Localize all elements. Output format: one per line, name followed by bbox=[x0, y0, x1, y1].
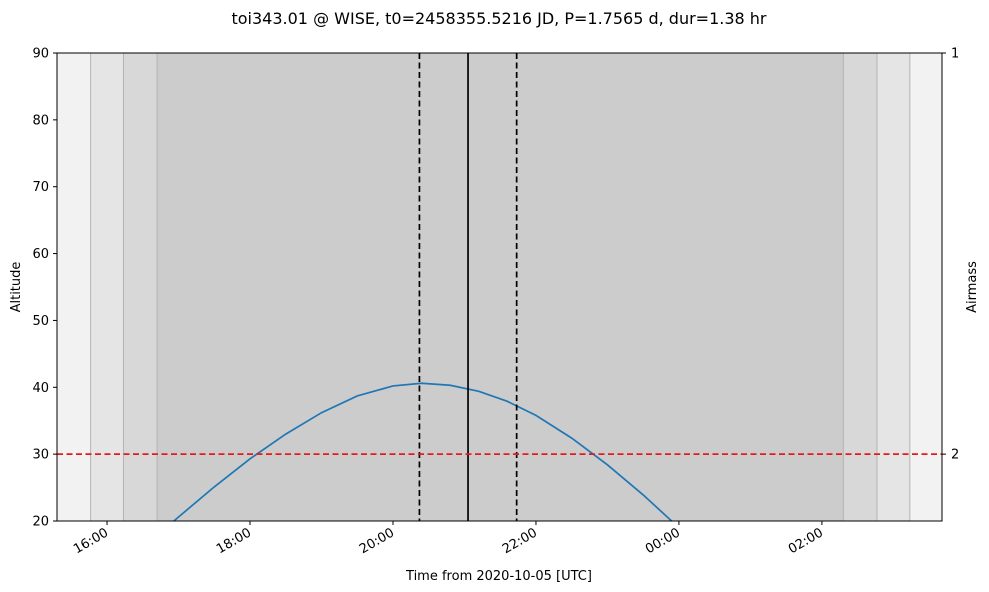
airmass-tick-label-2: 2 bbox=[951, 448, 959, 463]
y-tick-label-30: 30 bbox=[32, 448, 49, 463]
y-axis-label: Altitude bbox=[9, 262, 24, 313]
series-layer bbox=[172, 382, 673, 521]
twilight-band-3 bbox=[157, 53, 844, 521]
x-tick-label-24: 00:00 bbox=[643, 525, 683, 557]
twilight-band-6 bbox=[909, 53, 942, 521]
plot-frame bbox=[56, 52, 943, 522]
twilight-bands bbox=[57, 53, 942, 521]
twilight-band-5 bbox=[876, 53, 910, 521]
x-tick-label-16: 16:00 bbox=[71, 525, 111, 557]
y-tick-label-60: 60 bbox=[32, 247, 49, 262]
x-tick-label-20: 20:00 bbox=[357, 525, 397, 557]
y-tick-label-90: 90 bbox=[32, 47, 49, 62]
twilight-band-4 bbox=[843, 53, 877, 521]
x-axis-label: Time from 2020-10-05 [UTC] bbox=[405, 569, 592, 584]
airmass-axis-label: Airmass bbox=[965, 261, 980, 313]
twilight-band-0 bbox=[57, 53, 91, 521]
y-tick-label-70: 70 bbox=[32, 180, 49, 195]
airmass-tick-label-1: 1 bbox=[951, 47, 959, 62]
x-tick-label-26: 02:00 bbox=[786, 525, 826, 557]
x-tick-label-18: 18:00 bbox=[214, 525, 254, 557]
y-tick-label-80: 80 bbox=[32, 113, 49, 128]
twilight-band-1 bbox=[90, 53, 124, 521]
transit-lines bbox=[57, 53, 942, 521]
twilight-band-2 bbox=[123, 53, 158, 521]
altitude-curve-0 bbox=[172, 382, 673, 521]
x-tick-label-22: 22:00 bbox=[500, 525, 540, 557]
y-tick-label-50: 50 bbox=[32, 314, 49, 329]
y-tick-label-20: 20 bbox=[32, 515, 49, 530]
chart-title: toi343.01 @ WISE, t0=2458355.5216 JD, P=… bbox=[231, 9, 766, 28]
y-tick-label-40: 40 bbox=[32, 381, 49, 396]
